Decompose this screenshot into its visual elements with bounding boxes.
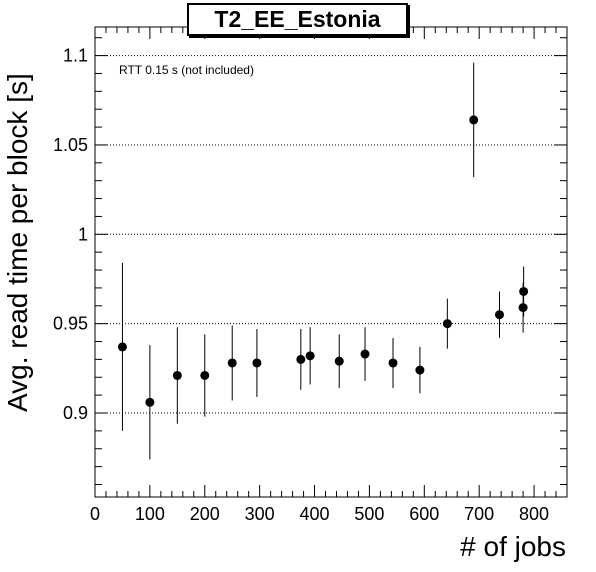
y-axis-label: Avg. read time per block [s] <box>2 73 33 412</box>
y-tick-label: 0.95 <box>53 314 88 334</box>
plot-frame <box>94 26 568 498</box>
x-tick-label: 400 <box>300 504 330 524</box>
x-axis-label: # of jobs <box>460 531 566 562</box>
data-point <box>388 358 398 368</box>
data-point <box>200 370 210 380</box>
data-point <box>117 342 127 352</box>
data-point <box>172 370 182 380</box>
data-point <box>469 115 479 125</box>
data-point <box>360 349 370 359</box>
data-point <box>519 286 529 296</box>
y-tick-label: 0.9 <box>63 403 88 423</box>
x-tick-label: 200 <box>190 504 220 524</box>
x-tick-label: 800 <box>519 504 549 524</box>
data-point <box>494 310 504 320</box>
x-tick-label: 300 <box>245 504 275 524</box>
x-tick-label: 100 <box>135 504 165 524</box>
data-point <box>305 351 315 361</box>
y-tick-label: 1.1 <box>63 46 88 66</box>
x-tick-label: 0 <box>90 504 100 524</box>
data-point <box>518 303 528 313</box>
x-tick-label: 700 <box>464 504 494 524</box>
data-point <box>296 354 306 364</box>
annotation-text: RTT 0.15 s (not included) <box>119 63 254 77</box>
y-tick-label: 1 <box>78 224 88 244</box>
y-tick-label: 1.05 <box>53 135 88 155</box>
x-tick-label: 600 <box>409 504 439 524</box>
chart-title: T2_EE_Estonia <box>187 3 408 36</box>
data-point <box>145 397 155 407</box>
data-point <box>442 319 452 329</box>
data-point <box>252 358 262 368</box>
x-tick-label: 500 <box>354 504 384 524</box>
data-point <box>334 356 344 366</box>
data-point <box>415 365 425 375</box>
data-point <box>227 358 237 368</box>
